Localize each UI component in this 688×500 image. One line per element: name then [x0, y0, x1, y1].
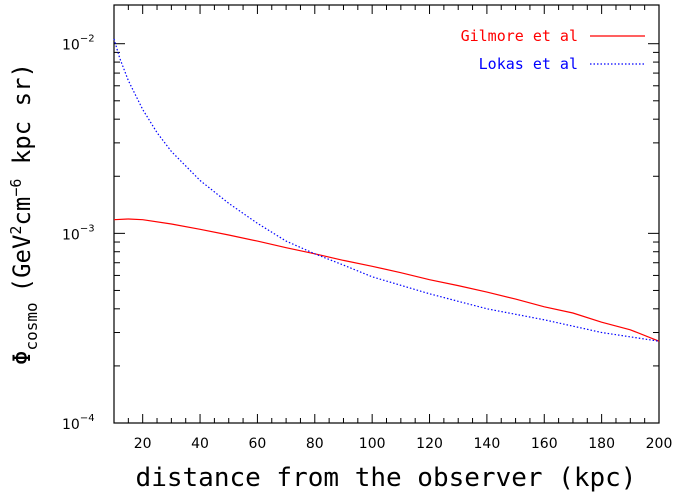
- x-tick-label: 60: [249, 436, 267, 452]
- y-tick-label: 10−3: [62, 223, 95, 243]
- x-tick-label: 40: [191, 436, 209, 452]
- y-tick-label: 10−2: [62, 34, 95, 54]
- y-axis-title-sup2: 2: [7, 226, 25, 235]
- y-tick-label-exponent: −4: [80, 413, 95, 424]
- y-axis-title-phi: Φ: [8, 351, 36, 365]
- y-tick-label-exponent: −3: [80, 223, 95, 234]
- legend-label-lokas-et-al: Lokas et al: [479, 55, 578, 73]
- y-axis-title: Φcosmo (GeV2cm−6 kpc sr): [7, 63, 41, 365]
- legend-label-gilmore-et-al: Gilmore et al: [461, 27, 578, 45]
- series-line-lokas-et-al: [113, 38, 660, 342]
- y-axis-title-cm: cm: [8, 197, 36, 226]
- axis-ticks: [113, 5, 660, 424]
- x-tick-label: 80: [306, 436, 324, 452]
- y-axis-title-sub: cosmo: [22, 302, 41, 350]
- x-tick-label: 100: [359, 436, 386, 452]
- y-tick-label: 10−4: [62, 413, 95, 433]
- x-tick-label: 180: [588, 436, 615, 452]
- x-tick-label: 20: [134, 436, 152, 452]
- series-layer: [113, 38, 660, 342]
- x-tick-label: 160: [531, 436, 558, 452]
- legend: Gilmore et al Lokas et al: [461, 27, 645, 73]
- y-axis-title-sup6: −6: [7, 179, 25, 197]
- y-tick-label-base: 10: [62, 417, 80, 433]
- x-tick-labels: 20 40 60 80 100 120 140 160 180 200: [134, 436, 673, 452]
- x-axis-title: distance from the observer (kpc): [136, 463, 637, 493]
- series-line-gilmore-et-al: [113, 218, 660, 342]
- x-tick-label: 140: [474, 436, 501, 452]
- x-tick-label: 120: [416, 436, 443, 452]
- y-axis-title-rest: kpc sr): [8, 63, 36, 179]
- y-tick-label-exponent: −2: [80, 34, 95, 45]
- y-tick-labels: 10−410−310−2: [62, 34, 95, 433]
- y-tick-label-base: 10: [62, 38, 80, 54]
- y-axis-title-open: (GeV: [8, 235, 36, 293]
- y-tick-label-base: 10: [62, 227, 80, 243]
- x-tick-label: 200: [646, 436, 673, 452]
